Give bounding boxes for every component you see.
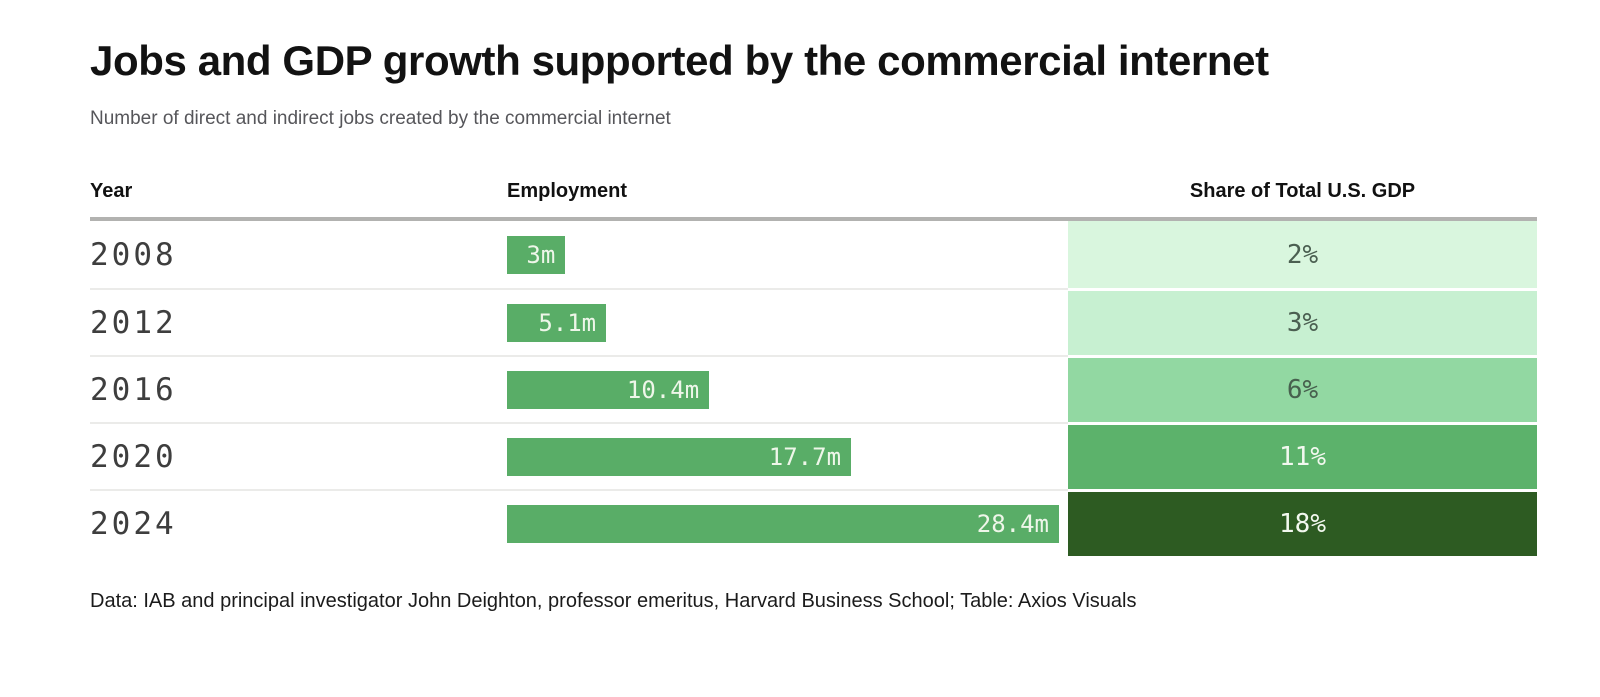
year-label: 2024 bbox=[90, 505, 177, 542]
table-row: 2008 3m 2% bbox=[90, 221, 1537, 289]
column-header-gdp-share: Share of Total U.S. GDP bbox=[1189, 180, 1416, 203]
column-header-year: Year bbox=[90, 180, 133, 203]
jobs-gdp-table: Year Employment Share of Total U.S. GDP … bbox=[90, 180, 1537, 557]
employment-bar: 17.7m bbox=[507, 437, 852, 476]
gdp-share-cell: 2% bbox=[1068, 221, 1537, 289]
gdp-share-label: 2% bbox=[1286, 239, 1319, 270]
row-left-section: 2020 17.7m bbox=[90, 422, 1068, 489]
gdp-share-cell: 18% bbox=[1068, 489, 1537, 557]
gdp-share-label: 6% bbox=[1286, 375, 1319, 406]
chart-subtitle: Number of direct and indirect jobs creat… bbox=[90, 108, 671, 130]
year-label: 2016 bbox=[90, 371, 177, 408]
row-left-section: 2008 3m bbox=[90, 221, 1068, 288]
table-row: 2024 28.4m 18% bbox=[90, 489, 1537, 557]
gdp-share-label: 11% bbox=[1279, 442, 1326, 473]
employment-bar-track: 10.4m bbox=[507, 370, 1068, 409]
year-label: 2020 bbox=[90, 438, 177, 475]
year-label: 2012 bbox=[90, 304, 177, 341]
gdp-share-label: 18% bbox=[1279, 509, 1326, 540]
table-row: 2016 10.4m 6% bbox=[90, 355, 1537, 423]
table-row: 2012 5.1m 3% bbox=[90, 288, 1537, 356]
employment-bar: 5.1m bbox=[507, 303, 607, 342]
employment-bar-track: 5.1m bbox=[507, 303, 1068, 342]
chart-title: Jobs and GDP growth supported by the com… bbox=[90, 37, 1269, 84]
employment-bar-track: 17.7m bbox=[507, 437, 1068, 476]
source-note: Data: IAB and principal investigator Joh… bbox=[90, 590, 1137, 613]
row-left-section: 2012 5.1m bbox=[90, 288, 1068, 355]
table-header-row: Year Employment Share of Total U.S. GDP bbox=[90, 180, 1537, 203]
employment-value-label: 10.4m bbox=[626, 375, 700, 404]
employment-bar: 28.4m bbox=[507, 504, 1059, 543]
employment-value-label: 17.7m bbox=[768, 442, 842, 471]
employment-bar: 3m bbox=[507, 235, 566, 274]
table-row: 2020 17.7m 11% bbox=[90, 422, 1537, 490]
header-rule bbox=[90, 217, 1537, 222]
gdp-share-cell: 3% bbox=[1068, 288, 1537, 356]
gdp-share-label: 3% bbox=[1286, 308, 1319, 339]
employment-value-label: 28.4m bbox=[976, 509, 1049, 538]
row-left-section: 2024 28.4m bbox=[90, 489, 1068, 556]
gdp-share-cell: 6% bbox=[1068, 355, 1537, 423]
employment-bar-track: 28.4m bbox=[507, 504, 1068, 543]
employment-value-label: 5.1m bbox=[538, 308, 597, 337]
table-body: 2008 3m 2% 2012 5.1m 3% 2016 bbox=[90, 221, 1537, 557]
year-label: 2008 bbox=[90, 236, 177, 273]
gdp-share-cell: 11% bbox=[1068, 422, 1537, 490]
column-header-employment: Employment bbox=[507, 180, 628, 203]
row-left-section: 2016 10.4m bbox=[90, 355, 1068, 422]
employment-bar-track: 3m bbox=[507, 235, 1068, 274]
employment-value-label: 3m bbox=[526, 240, 556, 269]
employment-bar: 10.4m bbox=[507, 370, 710, 409]
